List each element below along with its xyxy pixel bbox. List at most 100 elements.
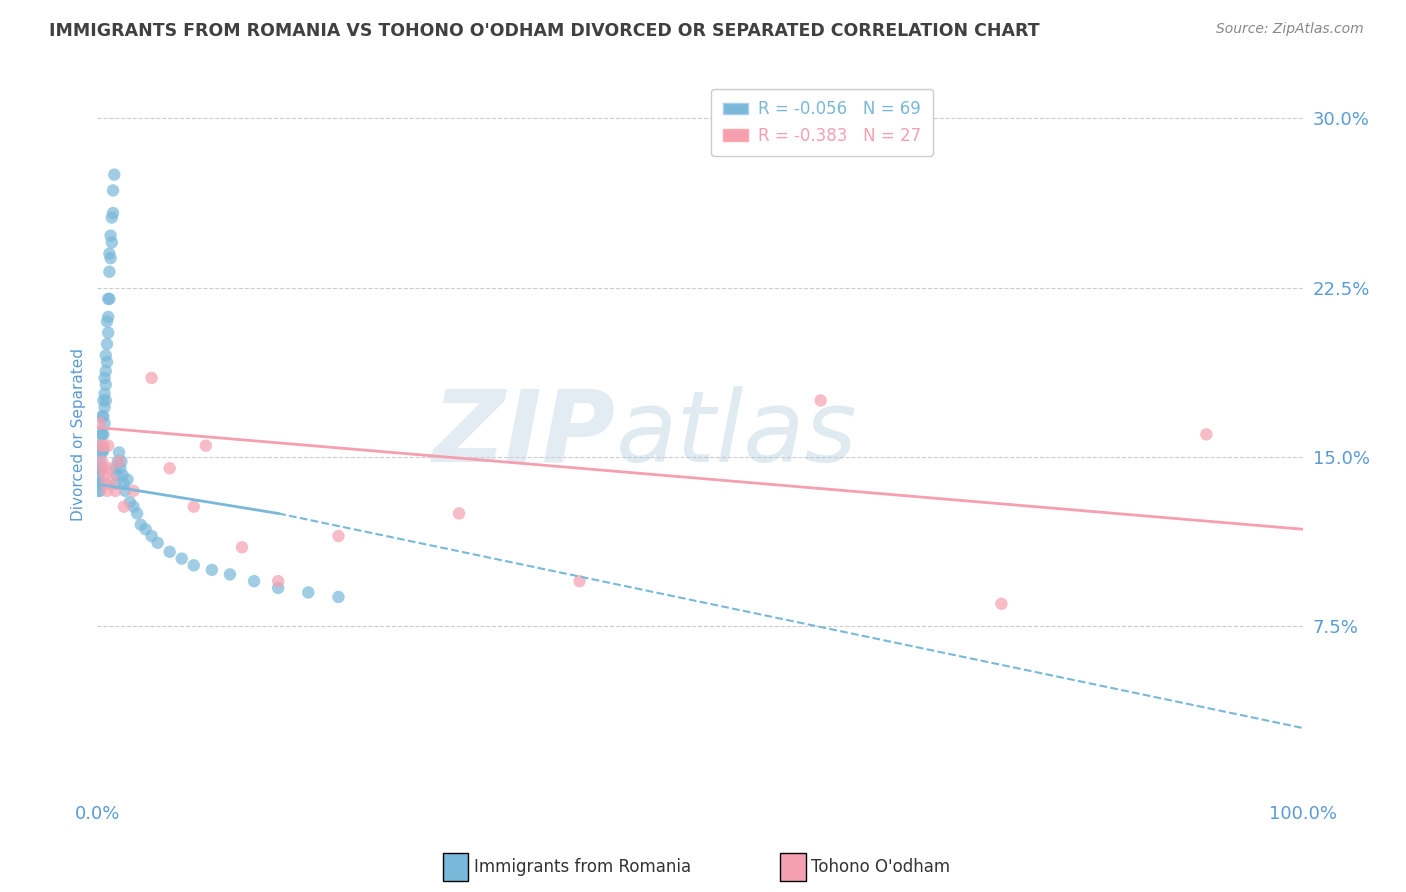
Point [183, 558, 205, 573]
Point [97, 292, 120, 306]
Point [141, 529, 163, 543]
Point [94, 348, 117, 362]
Point [112, 500, 135, 514]
Point [93, 409, 115, 424]
Text: IMMIGRANTS FROM ROMANIA VS TOHONO O'ODHAM DIVORCED OR SEPARATED CORRELATION CHAR: IMMIGRANTS FROM ROMANIA VS TOHONO O'ODHA… [49, 22, 1040, 40]
Point [146, 536, 169, 550]
Point [93, 386, 115, 401]
Point [90, 427, 112, 442]
Point [297, 585, 319, 599]
Legend: R = -0.056   N = 69, R = -0.383   N = 27: R = -0.056 N = 69, R = -0.383 N = 27 [711, 88, 932, 156]
Point [201, 563, 224, 577]
Point [1195, 427, 1218, 442]
Point [135, 522, 157, 536]
Point [96, 483, 118, 498]
Point [101, 473, 124, 487]
Point [93, 439, 115, 453]
Point [90, 443, 112, 458]
Point [447, 507, 470, 521]
Point [89, 454, 111, 468]
Point [105, 468, 128, 483]
Point [170, 551, 193, 566]
Point [97, 439, 120, 453]
Point [94, 393, 117, 408]
Point [101, 235, 124, 250]
Point [87, 461, 110, 475]
Point [104, 477, 127, 491]
Point [94, 364, 117, 378]
Point [159, 545, 181, 559]
Point [243, 574, 266, 589]
Point [90, 477, 112, 491]
Point [90, 461, 112, 475]
Point [97, 326, 120, 340]
Point [267, 574, 290, 589]
Point [108, 445, 131, 459]
Point [91, 454, 114, 468]
Point [219, 567, 242, 582]
Point [100, 251, 122, 265]
Point [104, 461, 127, 475]
Point [103, 168, 125, 182]
Point [97, 310, 120, 324]
Text: atlas: atlas [616, 386, 858, 483]
Y-axis label: Divorced or Separated: Divorced or Separated [72, 348, 86, 521]
Point [94, 477, 117, 491]
Point [110, 454, 132, 468]
Text: Tohono O'odham: Tohono O'odham [811, 858, 950, 876]
Point [122, 483, 145, 498]
Point [810, 393, 832, 408]
Point [93, 371, 115, 385]
Point [328, 590, 350, 604]
Point [96, 355, 118, 369]
Point [328, 529, 350, 543]
Point [107, 454, 129, 468]
Point [100, 228, 122, 243]
Point [159, 461, 181, 475]
Point [87, 473, 110, 487]
Point [90, 439, 112, 453]
Point [114, 483, 136, 498]
Point [93, 401, 115, 415]
Point [104, 483, 127, 498]
Point [110, 461, 132, 475]
Text: Source: ZipAtlas.com: Source: ZipAtlas.com [1216, 22, 1364, 37]
Point [141, 371, 163, 385]
Point [122, 500, 145, 514]
Point [112, 477, 135, 491]
Point [93, 443, 115, 458]
Point [87, 483, 110, 498]
Point [89, 468, 111, 483]
Point [101, 206, 124, 220]
Point [118, 495, 141, 509]
Point [101, 183, 124, 197]
Point [117, 473, 139, 487]
Point [111, 468, 134, 483]
Point [267, 581, 290, 595]
Point [98, 246, 121, 260]
Point [93, 427, 115, 442]
Point [93, 461, 115, 475]
Point [93, 393, 115, 408]
Point [89, 416, 111, 430]
Point [89, 483, 111, 498]
Point [91, 445, 114, 459]
Point [89, 439, 111, 453]
Point [96, 314, 118, 328]
Point [231, 541, 253, 555]
Point [94, 377, 117, 392]
Point [96, 337, 118, 351]
Point [990, 597, 1012, 611]
Point [129, 517, 152, 532]
Point [98, 292, 121, 306]
Point [91, 427, 114, 442]
Point [568, 574, 591, 589]
Point [127, 507, 149, 521]
Point [101, 211, 124, 225]
Text: ZIP: ZIP [433, 386, 616, 483]
Text: Immigrants from Romania: Immigrants from Romania [474, 858, 690, 876]
Point [194, 439, 217, 453]
Point [98, 461, 121, 475]
Point [108, 454, 131, 468]
Point [91, 409, 114, 424]
